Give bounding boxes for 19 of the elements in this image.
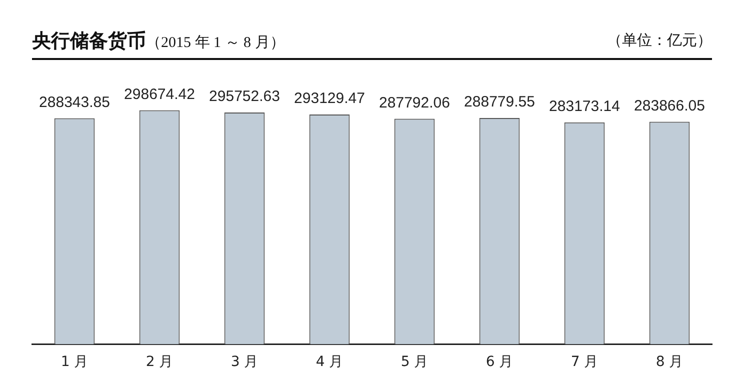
x-tick-label: 2 月 <box>146 354 174 370</box>
data-label: 288779.55 <box>464 94 535 111</box>
x-tick-label: 8 月 <box>656 354 684 370</box>
data-label: 298674.42 <box>124 86 195 103</box>
x-tick-label: 1 月 <box>60 354 88 370</box>
text: （单位：亿元） <box>607 32 712 50</box>
x-tick-label: 4 月 <box>316 354 344 370</box>
chart-subtitle: （2015 年 1 ～ 8 月） <box>146 35 285 51</box>
chart-title: 央行储备货币 <box>32 30 146 52</box>
data-label: 295752.63 <box>209 88 280 106</box>
x-tick-label: 5 月 <box>400 354 428 370</box>
x-tick-label: 7 月 <box>570 354 598 370</box>
data-label: 288343.85 <box>39 94 110 111</box>
data-label: 283173.14 <box>549 98 620 115</box>
data-label: 287792.06 <box>379 94 450 112</box>
x-tick-label: 3 月 <box>230 354 258 370</box>
data-label: 283866.05 <box>634 97 705 114</box>
data-label: 293129.47 <box>294 90 365 108</box>
x-tick-label: 6 月 <box>486 354 514 370</box>
